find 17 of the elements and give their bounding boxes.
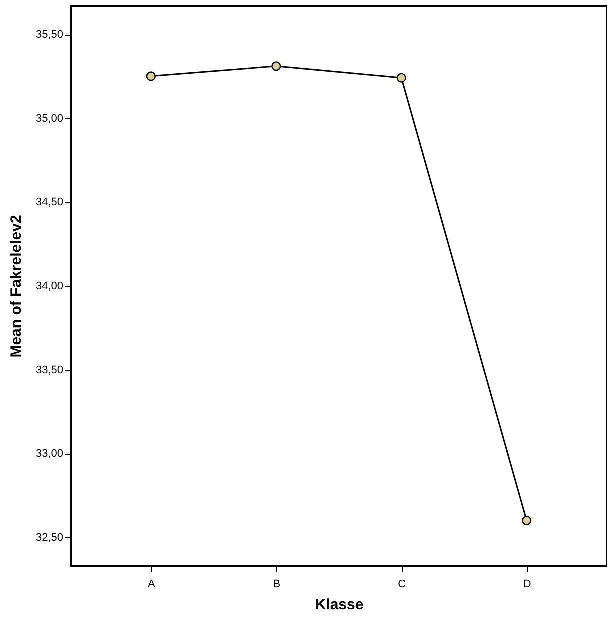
y-tick-label: 35,00 — [36, 112, 64, 125]
x-tick-label: D — [523, 578, 532, 590]
point — [272, 62, 282, 72]
x-tick-label: B — [273, 578, 281, 590]
y-tick-label: 33,00 — [36, 448, 64, 460]
point — [146, 72, 156, 82]
y-tick-label: 34,00 — [36, 280, 64, 292]
y-tick-label: 34,50 — [36, 196, 64, 209]
x-tick-label: A — [148, 578, 156, 590]
x-axis-title: Klasse — [315, 596, 364, 614]
point — [522, 516, 532, 526]
y-tick-label: 32,50 — [36, 532, 64, 544]
y-tick-label: 35,50 — [36, 29, 64, 42]
point — [396, 73, 406, 83]
y-tick-label: 33,50 — [36, 364, 64, 376]
x-tick-label: C — [398, 578, 406, 590]
y-axis-title: Mean of Fakrelelev2 — [8, 215, 25, 358]
